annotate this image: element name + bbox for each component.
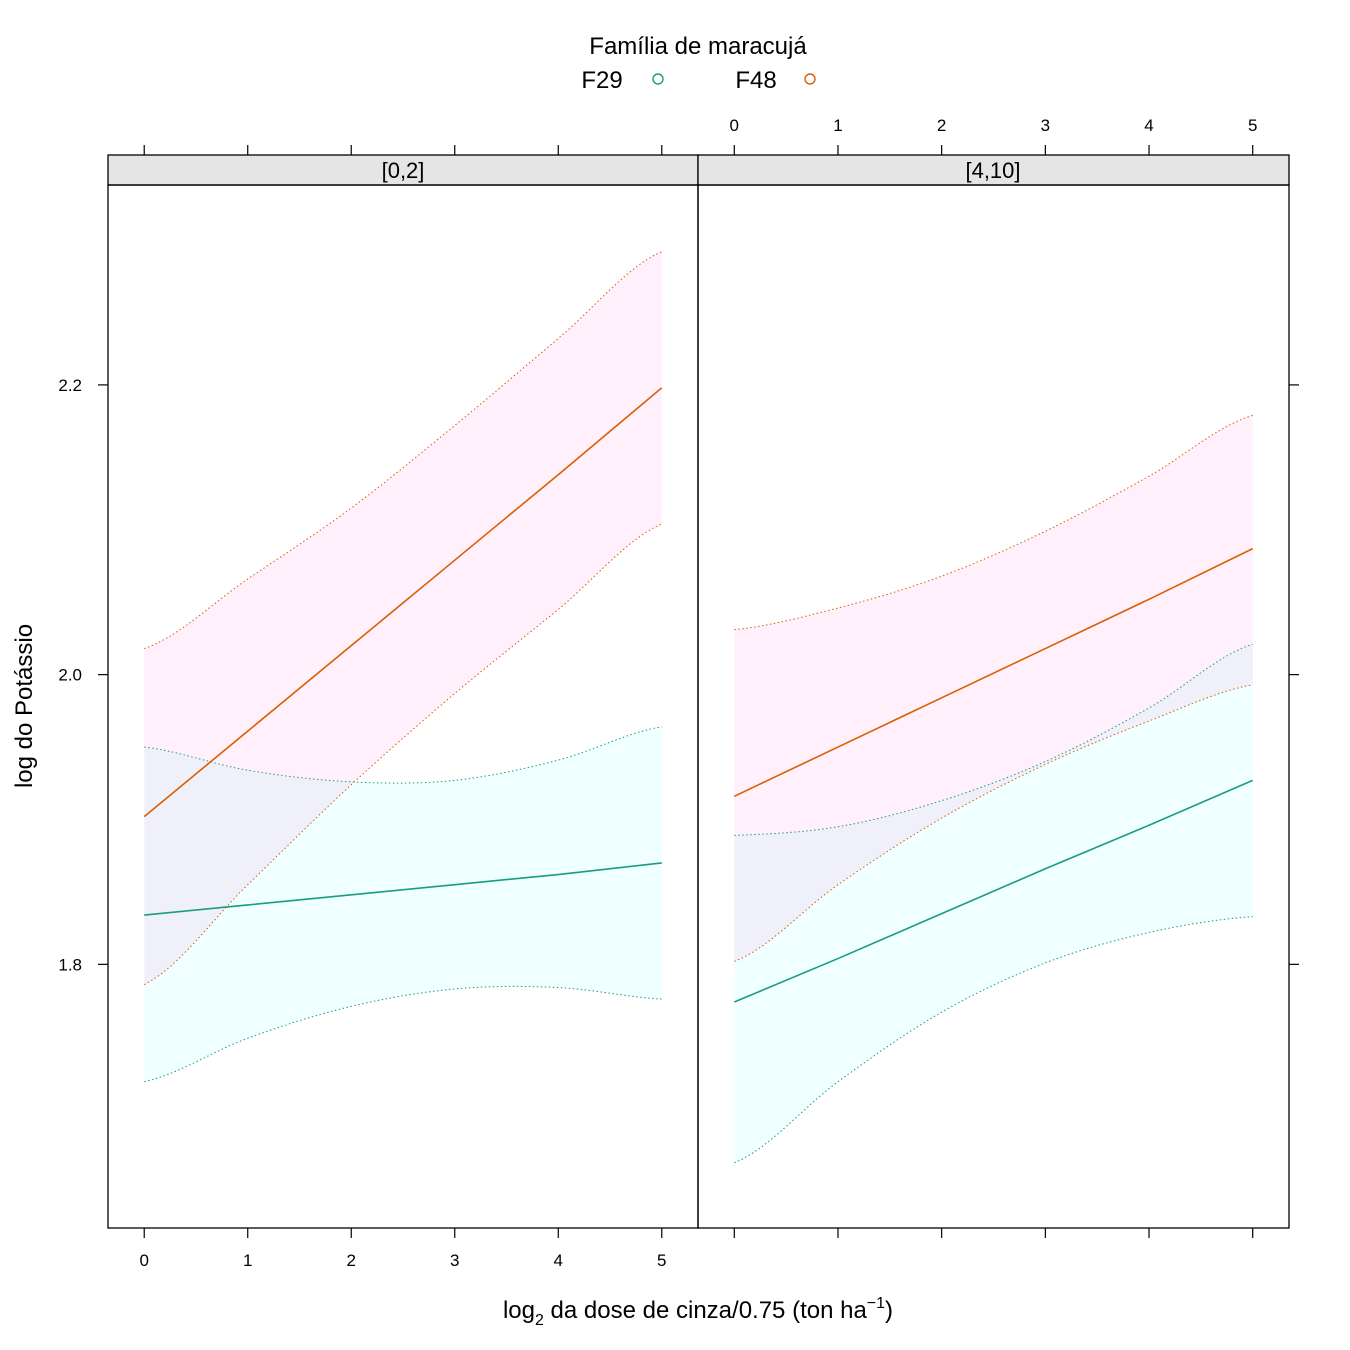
x-axis-title-superscript: −1 — [867, 1295, 885, 1312]
x-tick-label-top-panel-4-10: 2 — [937, 116, 946, 135]
legend: Família de maracujá F29 F48 — [581, 33, 816, 94]
upper-bound-f48-panel-4-10 — [734, 414, 1253, 631]
fit-line-f48-panel-4-10 — [733, 547, 1254, 798]
legend-label-f29: F29 — [581, 67, 622, 94]
y-axis-title: log do Potássio — [11, 624, 38, 788]
upper-bound-f48-panel-0-2 — [144, 251, 662, 650]
strip-label-panel-4-10: [4,10] — [965, 158, 1020, 183]
x-tick-label-bottom-panel-0-2: 5 — [657, 1251, 666, 1270]
legend-title: Família de maracujá — [589, 33, 807, 60]
x-tick-label-bottom-panel-0-2: 4 — [554, 1251, 563, 1270]
lower-bound-f48-panel-4-10 — [734, 684, 1253, 962]
confidence-band-f29-panel-4-10 — [734, 644, 1253, 1163]
strip-panel-4-10 — [697, 154, 1290, 186]
frame-panel-4-10 — [697, 184, 1290, 1229]
x-tick-label-bottom-panel-0-2: 3 — [450, 1251, 459, 1270]
x-axis-title-base: log — [503, 1297, 535, 1324]
y-tick-label: 1.8 — [58, 955, 82, 974]
panel-4-10: [4,10] — [697, 154, 1290, 1229]
x-tick-label-top-panel-4-10: 3 — [1041, 116, 1050, 135]
fit-line-f29-panel-4-10 — [733, 779, 1254, 1003]
x-axis-title-end: ) — [885, 1297, 893, 1324]
x-tick-label-top-panel-4-10: 1 — [833, 116, 842, 135]
fit-line-f48-panel-0-2 — [143, 387, 663, 818]
x-tick-label-bottom-panel-0-2: 2 — [347, 1251, 356, 1270]
strip-label-panel-0-2: [0,2] — [382, 158, 425, 183]
x-tick-label-bottom-panel-0-2: 0 — [139, 1251, 148, 1270]
plot-layer-panel-4-10 — [733, 414, 1254, 1164]
plot-area-panel-0-2 — [143, 251, 663, 1083]
x-tick-label-top-panel-4-10: 5 — [1248, 116, 1257, 135]
y-tick-label: 2.0 — [58, 666, 82, 685]
legend-label-f48: F48 — [735, 67, 776, 94]
x-tick-label-top-panel-4-10: 0 — [730, 116, 739, 135]
confidence-band-f48-panel-0-2 — [144, 251, 662, 985]
upper-bound-f29-panel-0-2 — [144, 726, 662, 784]
y-tick-label: 2.2 — [58, 376, 82, 395]
x-tick-label-top-panel-4-10: 4 — [1144, 116, 1153, 135]
legend-marker-f29 — [652, 73, 664, 85]
x-tick-label-bottom-panel-0-2: 1 — [243, 1251, 252, 1270]
x-axis-title: log2 da dose de cinza/0.75 (ton ha−1) — [503, 1295, 893, 1329]
fit-line-f29-panel-0-2 — [144, 862, 662, 916]
x-axis-title-main: da dose de cinza/0.75 (ton ha — [544, 1297, 868, 1324]
panel-0-2: [0,2] — [107, 154, 699, 1229]
strip-panel-0-2 — [107, 154, 699, 186]
axes: 0 1 2 3 4 5 0 1 2 3 4 5 1.8 2.0 2.2 — [58, 116, 1299, 1270]
plot-area-panel-4-10 — [733, 414, 1254, 1164]
x-axis-title-subscript: 2 — [535, 1312, 544, 1329]
legend-marker-f48 — [804, 73, 816, 85]
plot-layer-panel-0-2 — [143, 251, 663, 1083]
confidence-band-f48-panel-4-10 — [734, 415, 1253, 962]
